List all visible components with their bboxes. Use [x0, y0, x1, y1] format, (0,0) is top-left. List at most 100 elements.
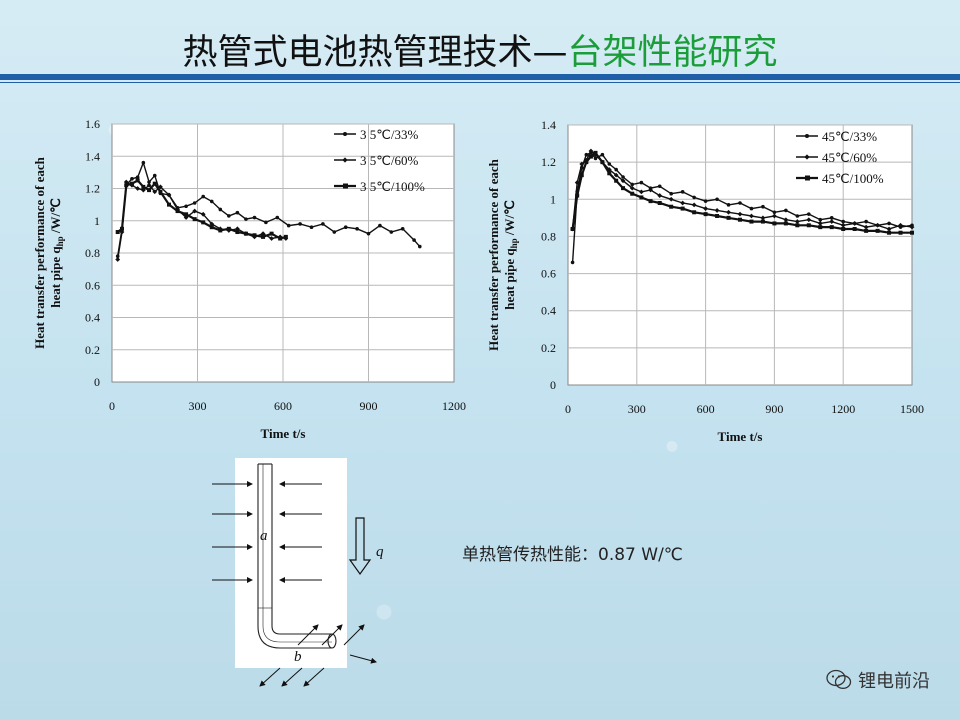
data-point — [639, 195, 644, 200]
data-point — [252, 215, 257, 220]
data-point — [243, 231, 248, 236]
data-point — [184, 204, 188, 209]
y-tick-label: 0.6 — [85, 278, 100, 292]
data-point — [588, 148, 594, 154]
data-point — [715, 214, 720, 218]
data-point — [806, 217, 812, 223]
watermark: 锂电前沿 — [826, 667, 930, 693]
data-point — [184, 212, 189, 217]
data-point — [355, 227, 359, 231]
data-point — [252, 233, 257, 238]
data-point — [726, 215, 731, 220]
data-point — [278, 236, 283, 241]
slide-title-accent: 台架性能研究 — [567, 33, 778, 73]
data-point — [286, 223, 291, 228]
y-tick-label: 0.8 — [541, 229, 556, 243]
data-point — [795, 214, 800, 218]
data-point — [680, 206, 685, 211]
legend-entry: 45℃/100% — [796, 171, 884, 186]
data-point — [772, 210, 777, 215]
data-point — [593, 156, 598, 161]
data-point — [209, 225, 214, 230]
data-point — [614, 178, 619, 183]
data-point — [130, 177, 134, 181]
legend-label: 45℃/33% — [822, 129, 877, 144]
data-point — [772, 221, 777, 226]
data-point — [784, 208, 788, 213]
data-point — [806, 223, 811, 228]
data-point — [692, 210, 697, 215]
heat-flux-arrow — [348, 517, 372, 576]
data-point — [141, 184, 146, 189]
data-point — [332, 230, 337, 234]
data-point — [607, 162, 612, 166]
y-tick-label: 0.4 — [85, 311, 100, 325]
data-point — [260, 231, 266, 237]
data-point — [269, 236, 274, 241]
data-point — [575, 193, 580, 198]
y-tick-label: 0.2 — [541, 341, 556, 355]
data-point — [192, 208, 198, 214]
data-point — [909, 224, 915, 230]
y-tick-label: 0.8 — [85, 246, 100, 260]
data-point — [584, 152, 589, 157]
data-point — [737, 211, 743, 217]
data-point — [887, 221, 891, 226]
x-tick-label: 900 — [765, 402, 783, 416]
data-point — [726, 203, 731, 207]
legend-label: 3 5℃/33% — [360, 127, 418, 142]
chart-45c: 0 0.2 0.4 0.6 0.8 1 1.2 1.4 0 300 600 900 1200 1500 Ti… — [486, 118, 924, 444]
data-point — [400, 227, 405, 231]
label-a: a — [260, 528, 268, 544]
label-q: q — [376, 544, 384, 560]
data-point — [829, 225, 834, 230]
y-tick-label: 1.4 — [85, 149, 100, 163]
heat-pipe — [257, 463, 337, 649]
data-point — [749, 213, 754, 219]
data-point — [264, 220, 268, 225]
y-tick-label: 1.6 — [85, 117, 100, 131]
heat-pipe-diagram: a b q — [212, 458, 384, 687]
y-axis-title: Heat transfer performance of each — [486, 158, 501, 351]
data-point — [898, 222, 903, 228]
data-point — [579, 161, 585, 167]
data-point — [201, 194, 205, 199]
y-tick-label: 1.2 — [85, 182, 100, 196]
series-3 — [570, 150, 914, 235]
y-tick-label: 0 — [550, 378, 556, 392]
data-point — [600, 152, 605, 157]
x-tick-label: 0 — [565, 402, 571, 416]
data-point — [629, 185, 635, 191]
data-point — [147, 180, 151, 184]
data-point — [175, 209, 180, 214]
y-tick-label: 1 — [550, 192, 556, 206]
data-point — [887, 230, 892, 235]
data-point — [794, 219, 800, 224]
data-point — [235, 230, 240, 235]
legend-label: 3 5℃/60% — [360, 153, 418, 168]
data-point — [691, 202, 697, 208]
data-point — [638, 189, 644, 195]
data-point — [235, 226, 240, 232]
legend-entry: 3 5℃/100% — [334, 179, 425, 194]
data-point — [657, 201, 662, 205]
data-point — [783, 217, 789, 223]
data-point — [863, 224, 869, 230]
data-point — [123, 179, 129, 185]
y-axis-title-line2: heat pipe qhp /W/℃ — [502, 200, 519, 310]
data-point — [275, 215, 280, 220]
data-point — [668, 196, 674, 202]
data-point — [829, 216, 834, 220]
data-point — [321, 222, 325, 226]
data-point — [639, 180, 644, 185]
data-point — [621, 186, 626, 191]
data-point — [593, 150, 598, 155]
data-point — [818, 217, 823, 222]
data-point — [841, 219, 845, 224]
data-point — [141, 160, 146, 165]
data-point — [875, 228, 880, 233]
data-point — [738, 217, 742, 222]
legend-marker — [804, 154, 810, 160]
data-point — [152, 189, 158, 195]
data-point — [309, 225, 314, 229]
